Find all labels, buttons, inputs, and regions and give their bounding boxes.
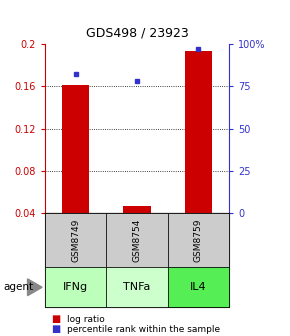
Bar bbox=[123, 206, 151, 213]
Text: log ratio: log ratio bbox=[67, 315, 104, 324]
Text: ■: ■ bbox=[51, 314, 60, 324]
Bar bbox=[62, 85, 89, 213]
Text: ■: ■ bbox=[51, 324, 60, 334]
Bar bbox=[185, 51, 212, 213]
Text: percentile rank within the sample: percentile rank within the sample bbox=[67, 325, 220, 334]
Title: GDS498 / 23923: GDS498 / 23923 bbox=[86, 27, 188, 40]
Text: GSM8749: GSM8749 bbox=[71, 218, 80, 262]
Polygon shape bbox=[28, 279, 42, 296]
Text: agent: agent bbox=[3, 282, 33, 292]
Text: GSM8759: GSM8759 bbox=[194, 218, 203, 262]
Text: TNFa: TNFa bbox=[123, 282, 151, 292]
Text: IFNg: IFNg bbox=[63, 282, 88, 292]
Text: IL4: IL4 bbox=[190, 282, 207, 292]
Text: GSM8754: GSM8754 bbox=[133, 218, 142, 262]
